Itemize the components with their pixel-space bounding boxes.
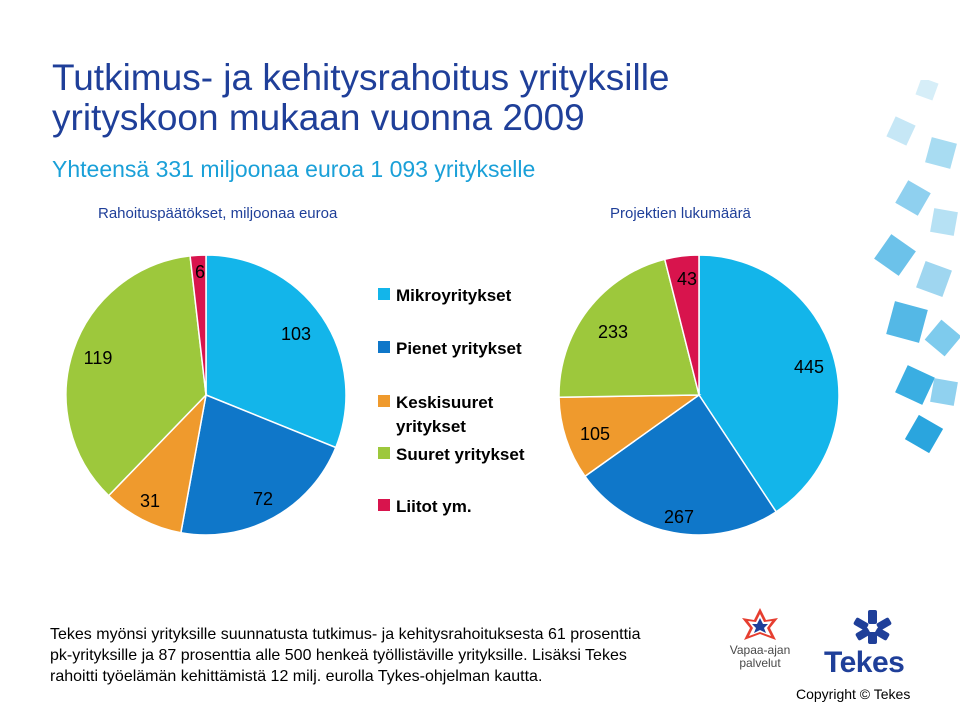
- pie-chart-funding: 103 72 31 119 6: [65, 254, 347, 536]
- funding-label-3: 119: [84, 348, 113, 368]
- summary-text: Tekes myönsi yrityksille suunnatusta tut…: [50, 624, 740, 687]
- title-line-1: Tutkimus- ja kehitysrahoitus yrityksille: [52, 57, 670, 98]
- chart-legend: Mikroyritykset Pienet yritykset Keskisuure…: [378, 286, 525, 516]
- tekes-asterisk-icon: [853, 610, 892, 644]
- vapaa-ajan-palvelut-logo: Vapaa-ajan palvelut: [722, 606, 798, 680]
- projects-slice-2: [558, 394, 702, 478]
- legend-label-3-0: Suuret yritykset: [396, 445, 525, 464]
- funding-slice-0: [205, 254, 347, 449]
- projects-label-4: 43: [677, 269, 697, 289]
- projects-label-3: 233: [598, 322, 628, 342]
- right-chart-caption: Projektien lukumäärä: [610, 205, 751, 222]
- funding-label-1: 72: [253, 489, 273, 509]
- left-chart-caption: Rahoituspäätökset, miljoonaa euroa: [98, 205, 338, 222]
- projects-label-1: 267: [664, 507, 694, 527]
- legend-label-1-0: Pienet yritykset: [396, 339, 522, 358]
- legend-label-4-0: Liitot ym.: [396, 497, 472, 516]
- summary-line-1: Tekes myönsi yrityksille suunnatusta tut…: [50, 626, 641, 643]
- copyright-notice: Copyright © Tekes: [796, 686, 911, 702]
- vapaa-logo-line-1: Vapaa-ajan: [729, 643, 791, 657]
- tekes-wordmark: Tekes: [824, 646, 905, 679]
- legend-label-0-0: Mikroyritykset: [396, 286, 512, 305]
- legend-swatch-1: [378, 341, 390, 353]
- projects-label-2: 105: [580, 424, 610, 444]
- funding-slice-1: [180, 393, 337, 536]
- star-emblem-icon: [742, 608, 778, 640]
- projects-slice-1: [583, 393, 778, 536]
- tekes-logo: Tekes: [820, 610, 930, 680]
- page-title: Tutkimus- ja kehitysrahoitus yrityksille…: [52, 58, 812, 138]
- projects-slice-4: [663, 254, 700, 396]
- legend-label-2-0: Keskisuuret: [396, 393, 494, 412]
- legend-swatch-4: [378, 499, 390, 511]
- funding-slice-3: [65, 255, 207, 497]
- legend-label-2-1: yritykset: [396, 417, 466, 436]
- funding-label-4: 6: [195, 262, 205, 282]
- legend-swatch-3: [378, 447, 390, 459]
- funding-label-0: 103: [281, 324, 311, 344]
- legend-swatch-0: [378, 288, 390, 300]
- title-line-2: yrityskoon mukaan vuonna 2009: [52, 97, 585, 138]
- legend-swatch-2: [378, 395, 390, 407]
- decorative-tiles: [870, 77, 960, 480]
- summary-line-2: pk-yrityksille ja 87 prosenttia alle 500…: [50, 647, 627, 664]
- vapaa-logo-line-2: palvelut: [739, 656, 781, 670]
- summary-line-3: rahoitti työelämän kehittämistä 12 milj.…: [50, 668, 543, 685]
- pie-chart-projects: 445 267 105 233 43: [558, 254, 840, 536]
- funding-label-2: 31: [140, 491, 160, 511]
- page-subtitle: Yhteensä 331 miljoonaa euroa 1 093 yrity…: [52, 156, 536, 182]
- projects-label-0: 445: [794, 357, 824, 377]
- projects-slice-3: [558, 258, 700, 398]
- funding-slice-2: [107, 392, 208, 534]
- funding-slice-4: [189, 254, 207, 396]
